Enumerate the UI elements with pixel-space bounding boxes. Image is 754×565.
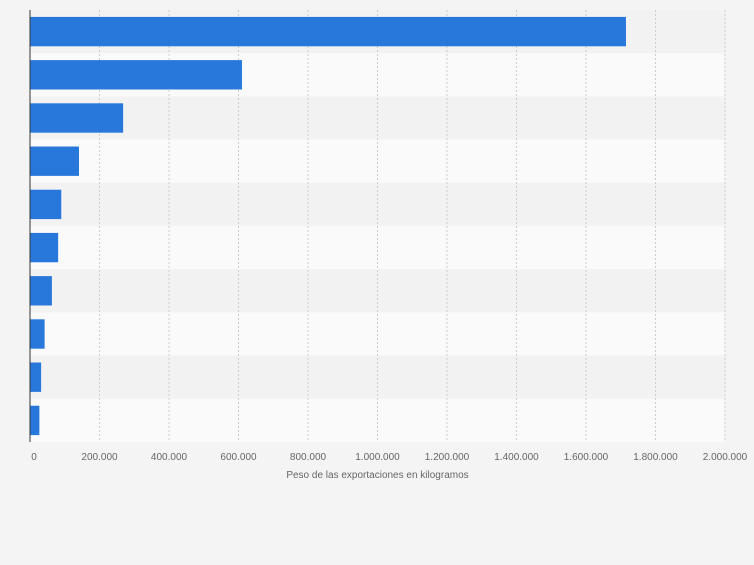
- bar: [30, 319, 45, 349]
- bars: [30, 16, 626, 436]
- bar: [30, 16, 626, 47]
- bar: [30, 362, 42, 392]
- x-tick-label: 2.000.000: [703, 452, 748, 463]
- x-tick-label: 1.600.000: [564, 452, 609, 463]
- x-tick-label: 800.000: [290, 452, 327, 463]
- bar: [30, 146, 79, 176]
- x-tick-label: 0: [31, 452, 37, 463]
- bar: [30, 232, 59, 263]
- x-tick-label: 1.800.000: [633, 452, 678, 463]
- x-tick-label: 400.000: [151, 452, 188, 463]
- bar: [30, 405, 40, 436]
- bar: [30, 60, 242, 90]
- x-tick-label: 1.200.000: [425, 452, 470, 463]
- x-tick-label: 200.000: [81, 452, 118, 463]
- bar: [30, 103, 124, 133]
- bar: [30, 189, 62, 220]
- x-tick-label: 1.400.000: [494, 452, 539, 463]
- x-axis-title: Peso de las exportaciones en kilogramos: [286, 470, 468, 481]
- bar: [30, 276, 52, 306]
- x-tick-label: 1.000.000: [355, 452, 400, 463]
- x-tick-labels: 0 200.000 400.000 600.000 800.000 1.000.000 1.…: [31, 452, 747, 463]
- x-tick-label: 600.000: [220, 452, 257, 463]
